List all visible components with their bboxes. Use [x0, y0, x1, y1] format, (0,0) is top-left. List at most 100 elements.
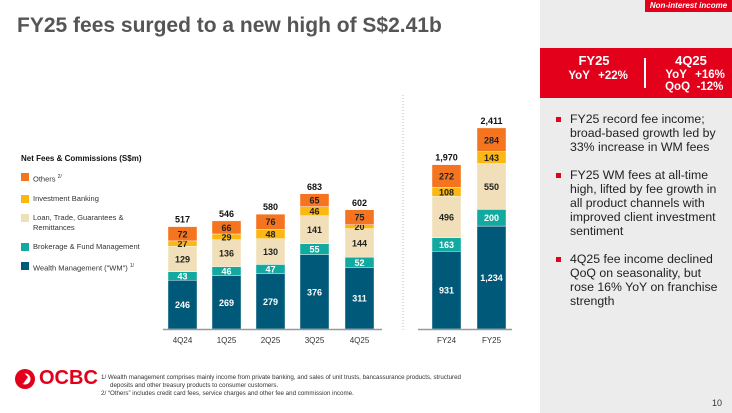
data-label: 52	[354, 258, 364, 268]
q-qoq-label: QoQ	[665, 81, 691, 93]
q-highlight: 4Q25 YoY +16% QoQ -12%	[650, 53, 732, 93]
legend-others: Others 2/	[21, 172, 153, 185]
data-label: 65	[309, 196, 319, 206]
bar-segment	[476, 225, 507, 330]
data-label: 46	[309, 207, 319, 217]
data-label: 72	[177, 229, 187, 239]
legend-brokerage: Brokerage & Fund Management	[21, 242, 153, 252]
bullet: FY25 WM fees at all-time high, lifted by…	[556, 168, 728, 238]
data-label: 27	[177, 239, 187, 249]
bar-segment	[167, 226, 198, 242]
key-points: FY25 record fee income; broad-based grow…	[556, 112, 728, 322]
total-label: 2,411	[480, 116, 502, 126]
bar-segment	[431, 251, 462, 330]
page-title: FY25 fees surged to a new high of S$2.41…	[17, 14, 442, 37]
bullet: 4Q25 fee income declined QoQ on seasonal…	[556, 252, 728, 308]
q-qoq-value: -12%	[696, 81, 724, 93]
legend-ib: Investment Banking	[21, 194, 153, 204]
total-label: 602	[352, 198, 367, 208]
data-label: 143	[484, 153, 499, 163]
x-tick-label: 2Q25	[261, 336, 281, 345]
data-label: 200	[484, 213, 499, 223]
total-label: 1,970	[435, 153, 458, 163]
data-label: 48	[265, 229, 275, 239]
data-label: 496	[439, 213, 454, 223]
bar-segment	[255, 238, 286, 265]
q-yoy-value: +16%	[695, 69, 725, 81]
x-tick-label: 3Q25	[305, 336, 325, 345]
data-label: 272	[439, 172, 454, 182]
chart-legend: Net Fees & Commissions (S$m) Others 2/ I…	[21, 154, 153, 282]
total-label: 683	[307, 182, 322, 192]
x-tick-label: 4Q24	[173, 336, 193, 345]
bar-segment	[167, 280, 198, 330]
data-label: 66	[221, 223, 231, 233]
section-tag: Non-interest income	[645, 0, 732, 12]
bar-segment	[344, 267, 375, 330]
total-label: 580	[263, 202, 278, 212]
data-label: 46	[221, 267, 231, 277]
data-label: 29	[221, 232, 231, 242]
footnote: 2/ “Others” includes credit card fees, s…	[101, 390, 354, 397]
data-label: 141	[307, 225, 322, 235]
chart-title: Net Fees & Commissions (S$m)	[21, 154, 142, 163]
data-label: 20	[354, 222, 364, 232]
legend-loan: Loan, Trade, Guarantees & Remittances	[21, 213, 153, 233]
ocbc-logo-icon	[15, 368, 35, 389]
ocbc-logo: OCBC	[14, 367, 98, 390]
x-tick-label: FY24	[437, 336, 457, 345]
x-tick-label: 4Q25	[350, 336, 370, 345]
data-label: 43	[177, 272, 187, 282]
bar-segment	[476, 163, 507, 210]
bar-segment	[476, 127, 507, 152]
bar-segment	[299, 193, 330, 207]
bar-segment	[344, 228, 375, 258]
page-number: 10	[712, 398, 723, 408]
data-label: 269	[219, 298, 234, 308]
data-label: 144	[352, 238, 367, 248]
bar-segment	[211, 220, 242, 235]
fy-label: FY25	[578, 53, 610, 68]
q-label: 4Q25	[675, 53, 707, 68]
data-label: 376	[307, 287, 322, 297]
data-label: 55	[309, 245, 319, 255]
legend-wm: Wealth Management ("WM") 1/	[21, 261, 153, 274]
footnote: 1/ Wealth management comprises mainly in…	[101, 374, 461, 381]
bar-segment	[211, 239, 242, 267]
bar-segment	[211, 275, 242, 330]
data-label: 129	[175, 255, 190, 265]
bar-segment	[431, 196, 462, 238]
data-label: 279	[263, 297, 278, 307]
bar-segment	[255, 213, 286, 230]
divider	[644, 58, 646, 88]
data-label: 931	[439, 286, 454, 296]
bar-segment	[344, 209, 375, 225]
bullet: FY25 record fee income; broad-based grow…	[556, 112, 728, 154]
fy-highlight: FY25 YoY +22%	[550, 53, 638, 82]
q-yoy-label: YoY	[665, 69, 687, 81]
data-label: 1,234	[480, 273, 503, 283]
data-label: 76	[265, 217, 275, 227]
bar-segment	[299, 215, 330, 244]
x-tick-label: 1Q25	[217, 336, 237, 345]
data-label: 108	[439, 187, 454, 197]
data-label: 47	[265, 265, 275, 275]
fy-yoy-value: +22%	[598, 70, 628, 82]
total-label: 546	[219, 209, 234, 219]
footnotes: 1/ Wealth management comprises mainly in…	[101, 374, 521, 398]
data-label: 136	[219, 249, 234, 259]
data-label: 246	[175, 300, 190, 310]
data-label: 284	[484, 135, 499, 145]
data-label: 550	[484, 182, 499, 192]
fy-yoy-label: YoY	[568, 70, 590, 82]
data-label: 130	[263, 247, 278, 257]
data-label: 311	[352, 294, 367, 304]
data-label: 75	[354, 213, 364, 223]
total-label: 517	[175, 215, 190, 225]
footnote: deposits and other treasury products to …	[110, 382, 279, 389]
data-label: 163	[439, 240, 454, 250]
x-tick-label: FY25	[482, 336, 502, 345]
highlight-box: FY25 YoY +22% 4Q25 YoY +16% QoQ -12%	[540, 48, 732, 98]
bar-segment	[431, 164, 462, 188]
